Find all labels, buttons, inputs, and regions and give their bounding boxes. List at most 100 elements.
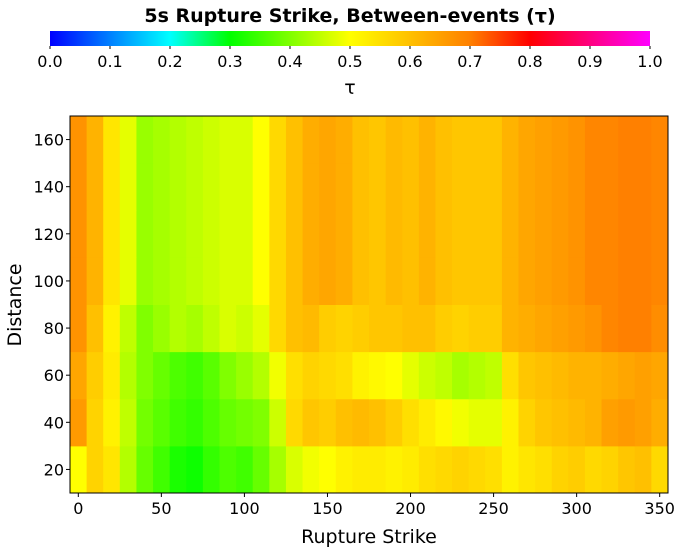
heatmap-cell <box>186 398 204 447</box>
heatmap-cell <box>402 257 420 305</box>
heatmap-cell <box>186 116 204 164</box>
heatmap-cell <box>568 398 586 447</box>
heatmap-cell <box>119 257 137 305</box>
heatmap-cell <box>319 445 337 494</box>
heatmap-cell <box>452 163 470 211</box>
heatmap-cell <box>369 257 387 305</box>
heatmap-cell <box>219 116 237 164</box>
heatmap-cell <box>501 304 519 353</box>
heatmap-cell <box>402 445 420 494</box>
heatmap-cell <box>202 257 220 305</box>
heatmap-cell <box>285 163 304 211</box>
heatmap-cell <box>153 257 171 305</box>
heatmap-cell <box>103 210 121 258</box>
heatmap-cell <box>136 210 154 258</box>
heatmap-cell <box>618 304 636 353</box>
heatmap-cell <box>435 304 453 353</box>
heatmap-cell <box>352 398 370 447</box>
heatmap-cell <box>352 210 370 258</box>
heatmap-cell <box>136 351 154 400</box>
heatmap-cell <box>501 210 519 258</box>
heatmap-cell <box>153 304 171 353</box>
heatmap-cell <box>535 163 553 211</box>
heatmap-cell <box>535 398 553 447</box>
heatmap-cell <box>501 445 519 494</box>
heatmap-cell <box>618 163 636 211</box>
heatmap-cell <box>202 304 220 353</box>
heatmap-cell <box>236 116 254 164</box>
heatmap-cell <box>119 304 137 353</box>
heatmap-cell <box>518 163 536 211</box>
heatmap-cell <box>236 257 254 305</box>
heatmap-cell <box>352 351 370 400</box>
heatmap-cell <box>103 351 121 400</box>
heatmap-cell <box>236 163 254 211</box>
heatmap-cell <box>335 445 353 494</box>
heatmap-cell <box>651 398 669 447</box>
colorbar-tick-label: 0.2 <box>157 52 182 71</box>
heatmap-cell <box>418 304 436 353</box>
heatmap-cell <box>319 351 337 400</box>
heatmap-cell <box>551 351 569 400</box>
heatmap-cell <box>103 304 121 353</box>
heatmap-cell <box>535 116 553 164</box>
heatmap-cell <box>86 304 104 353</box>
heatmap-cell <box>485 304 503 353</box>
heatmap-cell <box>169 163 187 211</box>
heatmap-cell <box>119 116 137 164</box>
heatmap-cell <box>601 398 619 447</box>
heatmap-cell <box>103 398 121 447</box>
heatmap-cell <box>601 257 619 305</box>
heatmap-cell <box>269 445 287 494</box>
heatmap-cell <box>252 210 270 258</box>
heatmap-cell <box>186 163 204 211</box>
heatmap-cell <box>86 445 104 494</box>
heatmap-cell <box>485 163 503 211</box>
heatmap-cell <box>618 210 636 258</box>
heatmap-cell <box>468 257 486 305</box>
heatmap-cell <box>435 163 453 211</box>
y-tick-label: 120 <box>33 225 64 244</box>
heatmap-cell <box>302 116 320 164</box>
heatmap-cell <box>501 398 519 447</box>
heatmap-cell <box>584 445 603 494</box>
heatmap-cell <box>618 351 636 400</box>
plot-area: 0 50 100 150 200 250 300 350 20 40 60 80 100 120 140 1… <box>33 115 675 518</box>
heatmap-cell <box>70 445 88 494</box>
heatmap-cell <box>435 210 453 258</box>
heatmap-cell <box>302 210 320 258</box>
heatmap-cell <box>634 445 652 494</box>
heatmap-cell <box>402 210 420 258</box>
heatmap-cell <box>136 445 154 494</box>
heatmap-cell <box>219 398 237 447</box>
y-axis-label: Distance <box>4 263 26 346</box>
heatmap-cell <box>551 116 569 164</box>
heatmap-cell <box>236 304 254 353</box>
heatmap-cell <box>169 257 187 305</box>
heatmap-cell <box>119 398 137 447</box>
plot-frame <box>69 115 669 494</box>
heatmap-cell <box>651 304 669 353</box>
heatmap-cell <box>618 116 636 164</box>
heatmap-cell <box>584 163 603 211</box>
heatmap-cell <box>153 210 171 258</box>
heatmap-cell <box>402 163 420 211</box>
heatmap-cell <box>302 445 320 494</box>
chart-title: 5s Rupture Strike, Between-events (τ) <box>144 5 555 27</box>
x-axis-label: Rupture Strike <box>301 526 437 548</box>
heatmap-cell <box>86 257 104 305</box>
heatmap-cell <box>236 210 254 258</box>
colorbar-tick-label: 0.8 <box>517 52 542 71</box>
heatmap-cell <box>435 116 453 164</box>
heatmap-cell <box>452 304 470 353</box>
colorbar-label: τ <box>344 77 355 99</box>
heatmap-cell <box>319 304 337 353</box>
heatmap-cell <box>319 163 337 211</box>
heatmap-cell <box>501 351 519 400</box>
colorbar-tick-label: 0.5 <box>337 52 362 71</box>
heatmap-cells <box>70 116 669 494</box>
heatmap-cell <box>501 163 519 211</box>
heatmap-cell <box>435 398 453 447</box>
heatmap-cell <box>352 163 370 211</box>
heatmap-cell <box>568 445 586 494</box>
